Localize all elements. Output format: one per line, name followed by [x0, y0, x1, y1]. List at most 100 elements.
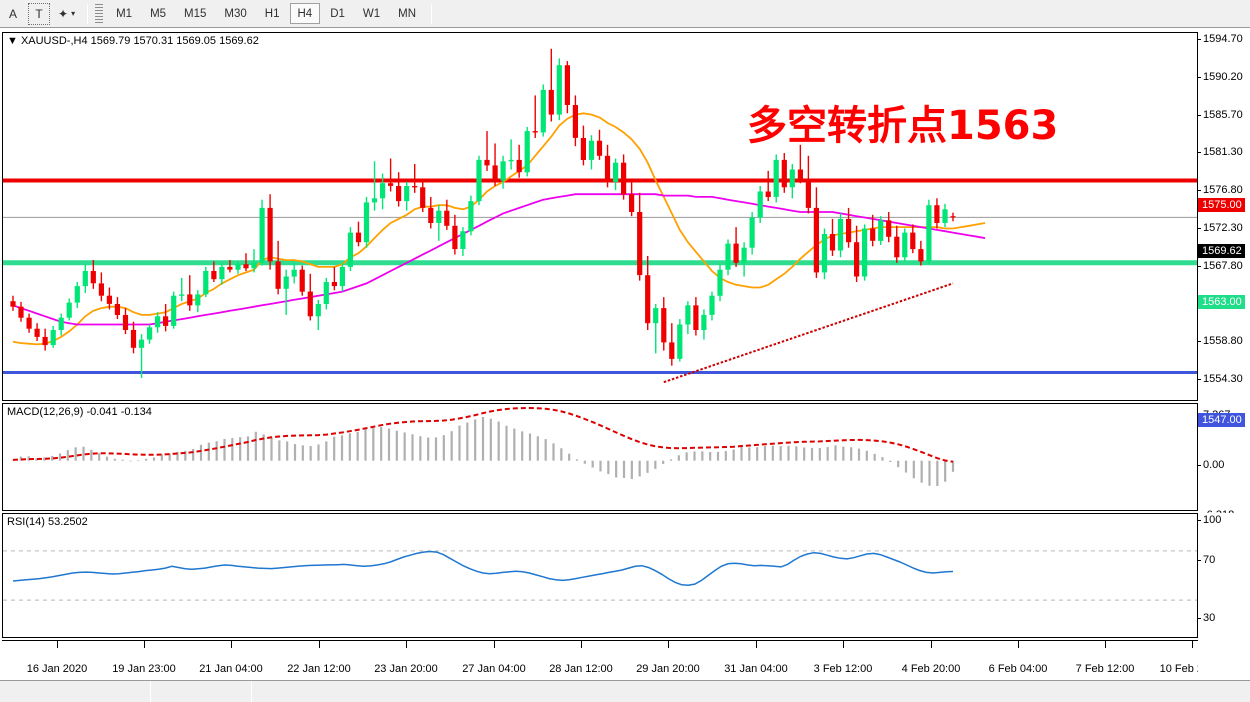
macd-pane[interactable]: MACD(12,26,9) -0.041 -0.134 [2, 403, 1198, 511]
chart-annotation: 多空转折点1563 [747, 103, 1059, 149]
symbol-info-label: ▼ XAUUSD-,H4 1569.79 1570.31 1569.05 156… [7, 35, 259, 47]
candle-body [950, 216, 956, 218]
candle-body [275, 261, 281, 289]
candle-body [524, 131, 530, 173]
timeframe-label: W1 [362, 7, 381, 20]
toolbar-separator-2 [431, 3, 433, 24]
candle-body [396, 186, 402, 202]
timeframe-m30[interactable]: M30 [216, 3, 254, 24]
candle-body [420, 187, 426, 208]
timeframe-h1[interactable]: H1 [257, 3, 288, 24]
candle-body [388, 183, 394, 186]
candle-body [797, 169, 803, 180]
candle-body [846, 218, 852, 243]
candle-body [870, 228, 876, 241]
toolbar-grip[interactable] [95, 3, 104, 24]
time-tick [406, 641, 407, 648]
macd-tick: 0.00 [1198, 459, 1224, 471]
timeframe-label: H1 [264, 7, 280, 20]
candle-body [508, 159, 514, 162]
candle-body [331, 282, 337, 287]
candle-body [452, 225, 458, 250]
candle-body [476, 159, 482, 202]
candle-body [243, 264, 249, 269]
time-axis-label: 31 Jan 04:00 [724, 663, 788, 675]
candle-body [283, 276, 289, 289]
candle-body [588, 140, 595, 160]
candle-body [82, 271, 88, 287]
candle-body [709, 295, 715, 315]
overlay-trendline [663, 282, 954, 384]
candle-body [74, 286, 80, 303]
candle-body [878, 220, 884, 241]
timeframe-mn[interactable]: MN [390, 3, 424, 24]
candle-body [371, 198, 378, 203]
candle-body [942, 209, 948, 223]
candle-body [179, 294, 185, 296]
candle-body [307, 291, 313, 317]
timeframe-m5[interactable]: M5 [142, 3, 174, 24]
time-tick [931, 641, 932, 648]
time-axis[interactable]: 16 Jan 2020 19 Jan 23:00 21 Jan 04:00 22 Ja… [2, 640, 1198, 680]
time-tick [1192, 641, 1193, 648]
price-tick: 1558.80 [1198, 335, 1243, 347]
candle-body [621, 162, 627, 195]
candle-body [444, 210, 450, 226]
candle-body [645, 275, 651, 324]
time-axis-label: 22 Jan 12:00 [287, 663, 351, 675]
overlay-ma-slow--magenta- [12, 193, 986, 326]
candle-body [106, 295, 112, 304]
candle-body [323, 282, 329, 304]
price-chart-svg [3, 48, 1197, 384]
candle-body [42, 336, 48, 346]
time-axis-label: 29 Jan 20:00 [636, 663, 700, 675]
timeframe-label: M1 [116, 7, 133, 20]
timeframe-label: M15 [184, 7, 207, 20]
timeframe-h4[interactable]: H4 [289, 3, 321, 24]
rsi-scale[interactable]: 100 70 30 [1198, 513, 1250, 638]
candle-body [26, 317, 32, 329]
candle-body [596, 140, 603, 156]
candle-body [564, 65, 570, 105]
status-cell-3 [252, 681, 1250, 702]
timeframe-m15[interactable]: M15 [176, 3, 214, 24]
candle-body [58, 317, 64, 330]
candle-body [171, 295, 177, 326]
timeframe-label: MN [398, 7, 417, 20]
candle-body [380, 183, 386, 199]
candle-body [163, 316, 169, 326]
status-cell-2 [151, 681, 251, 702]
candle-body [661, 308, 667, 343]
price-scale[interactable]: 1594.70 1590.20 1585.70 1581.30 1576.80 1575.… [1198, 32, 1250, 461]
objects-tool-button[interactable]: ✦ ▾ [54, 3, 79, 25]
candle-body [548, 89, 554, 115]
time-tick [843, 641, 844, 648]
label-tool-button[interactable]: T [28, 2, 50, 25]
time-axis-label: 28 Jan 12:00 [549, 663, 613, 675]
candle-body [122, 314, 129, 330]
timeframe-m1[interactable]: M1 [108, 3, 140, 24]
candle-body [500, 161, 506, 181]
time-axis-label: 10 Feb 20:00 [1159, 663, 1198, 675]
time-tick [57, 641, 58, 648]
timeframe-label: D1 [330, 7, 345, 20]
time-axis-label: 6 Feb 04:00 [988, 663, 1048, 675]
candle-body [492, 165, 498, 181]
time-tick [668, 641, 669, 648]
timeframe-d1[interactable]: D1 [322, 3, 353, 24]
timeframe-group: M1 M5 M15 M30 H1 H4 D1 W1 MN [107, 3, 425, 24]
price-pane[interactable]: ▼ XAUUSD-,H4 1569.79 1570.31 1569.05 156… [2, 32, 1198, 401]
text-tool-button[interactable]: A [2, 3, 24, 25]
candle-body [355, 232, 362, 243]
candle-body [18, 306, 24, 318]
candle-body [235, 264, 241, 270]
candle-body [155, 316, 161, 328]
candle-body [66, 302, 72, 318]
macd-chart-svg [11, 406, 955, 487]
price-badge-black: 1569.62 [1198, 244, 1245, 258]
price-badge-red: 1575.00 [1198, 198, 1245, 212]
candle-body [436, 210, 442, 223]
timeframe-w1[interactable]: W1 [355, 3, 388, 24]
rsi-pane[interactable]: RSI(14) 53.2502 [2, 513, 1198, 638]
status-divider-2 [251, 681, 252, 702]
